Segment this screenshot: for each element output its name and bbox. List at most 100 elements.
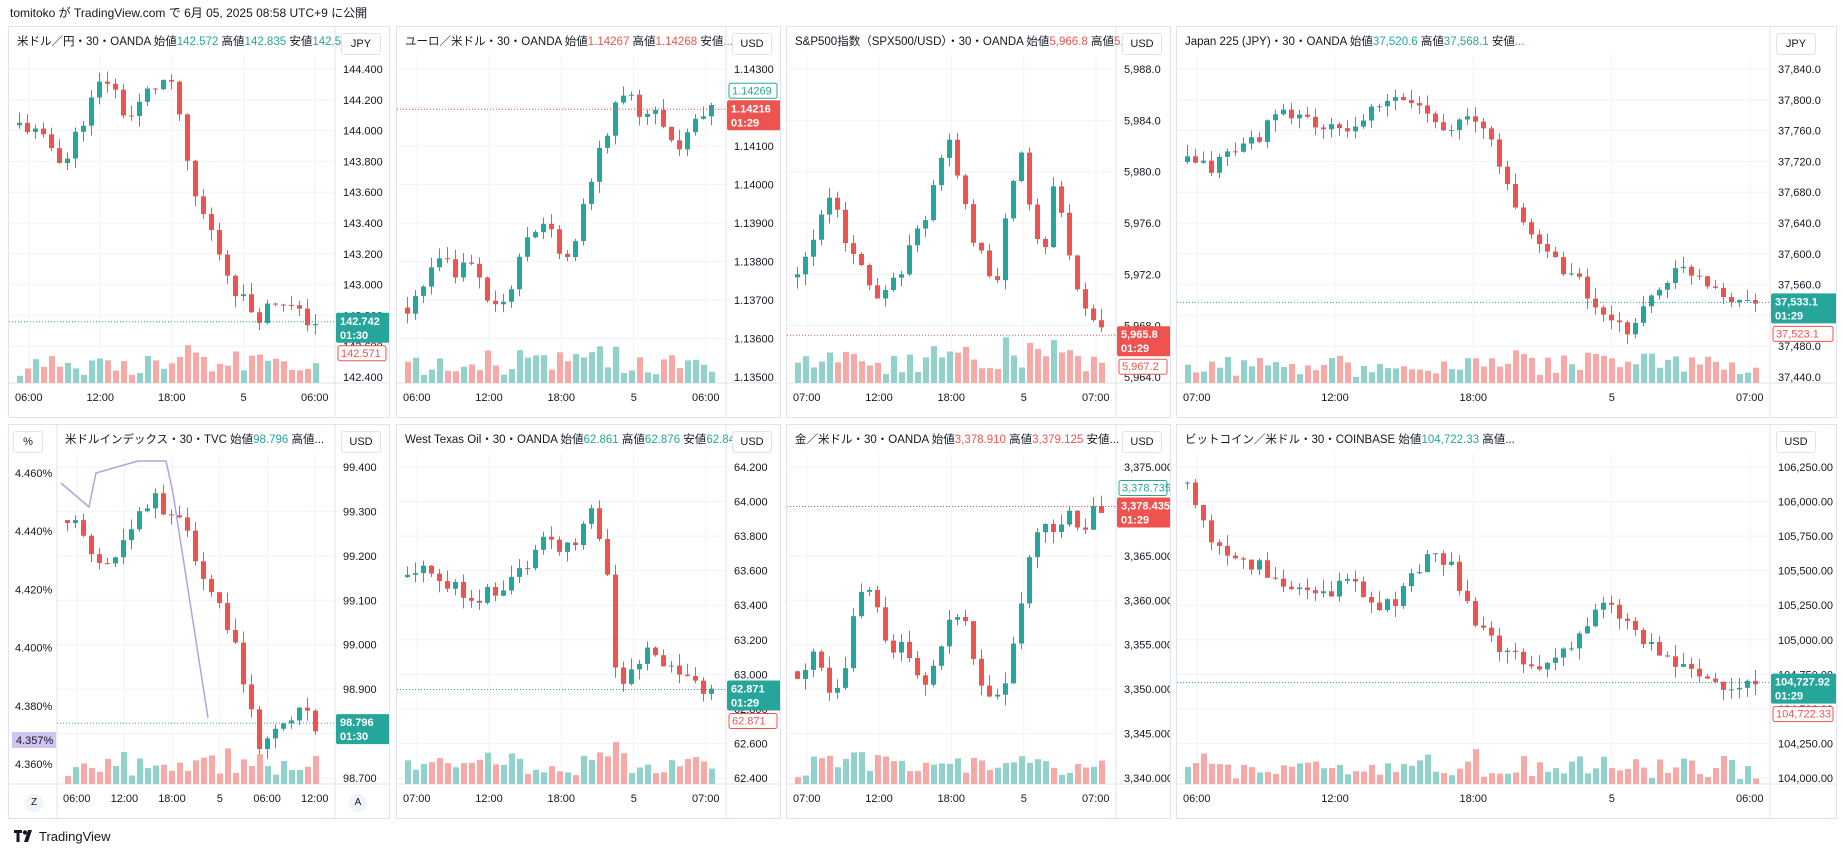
chart-canvas[interactable]: 1.143001.142001.141001.140001.139001.138… [397, 27, 781, 418]
volume-bar [573, 775, 579, 784]
chart-panel-jp225[interactable]: 37,840.0 37,800.0 37,760.0 37,720.0 37,680.0… [1176, 26, 1837, 418]
symbol-legend[interactable]: ビットコイン／米ドル・30・COINBASE 始値104,722.33 高値..… [1185, 431, 1515, 447]
candle-body [987, 250, 992, 277]
chart-canvas[interactable]: 106,250.00 106,000.00 105,750.00 105,500.00… [1177, 425, 1837, 819]
volume-bar [795, 777, 801, 784]
candle-body [1305, 114, 1310, 117]
candle-body [1441, 122, 1446, 131]
volume-bar [1337, 355, 1343, 383]
volume-bar [971, 359, 977, 383]
volume-bar [915, 771, 921, 784]
volume-bar [1449, 369, 1455, 383]
currency-button[interactable]: JPY [1776, 33, 1816, 55]
candle-body [1737, 300, 1742, 303]
price-tick-label: 63.800 [734, 531, 768, 543]
symbol-legend[interactable]: 金／米ドル・30・OANDA 始値3,378.910 高値3,379.125 安… [795, 431, 1119, 447]
chart-panel-eurusd[interactable]: 1.143001.142001.141001.140001.139001.138… [396, 26, 781, 418]
chart-canvas[interactable]: 64.200 64.000 63.800 63.600 63.400 63.200 63.0… [397, 425, 781, 819]
symbol-legend[interactable]: West Texas Oil・30・OANDA 始値62.861 高値62.87… [405, 431, 751, 447]
candle-body [1657, 642, 1662, 656]
candle-body [1385, 599, 1390, 611]
yield-badge [12, 732, 56, 748]
volume-bar [653, 773, 659, 784]
price-tick-label: 37,480.0 [1778, 341, 1821, 353]
last-price-value: 1.14216 [731, 103, 771, 115]
candle-body [209, 213, 214, 230]
candle-body [971, 204, 976, 243]
chart-panel-spx[interactable]: 5,988.05,984.05,980.05,976.05,972.05,968… [786, 26, 1171, 418]
volume-bar [129, 374, 135, 383]
chart-panel-xauusd[interactable]: 3,375.0003,370.0003,365.0003,360.0003,35… [786, 424, 1171, 819]
symbol-legend[interactable]: Japan 225 (JPY)・30・OANDA 始値37,520.6 高値37… [1185, 33, 1524, 49]
symbol-legend[interactable]: 米ドル／円・30・OANDA 始値142.572 高値142.835 安値142… [17, 33, 363, 49]
candle-body [501, 590, 506, 596]
candle-body [1569, 648, 1574, 650]
currency-button[interactable]: USD [1122, 431, 1162, 453]
symbol-legend[interactable]: ユーロ／米ドル・30・OANDA 始値1.14267 高値1.14268 安値.… [405, 33, 733, 49]
volume-bar [597, 752, 603, 784]
volume-bar [819, 758, 825, 784]
candle-body [65, 520, 70, 523]
chart-canvas[interactable]: 99.40099.30099.20099.10099.00098.90098.8… [9, 425, 390, 819]
volume-bar [589, 759, 595, 784]
volume-bar [899, 760, 905, 784]
currency-button[interactable]: USD [1122, 33, 1162, 55]
symbol-legend[interactable]: 米ドルインデックス・30・TVC 始値98.796 高値... [65, 431, 324, 447]
volume-bar [1051, 340, 1057, 383]
candle-body [931, 665, 936, 685]
candle-body [313, 324, 318, 326]
chart-panel-wti[interactable]: 64.200 64.000 63.800 63.600 63.400 63.200 63.0… [396, 424, 781, 819]
zoom-button[interactable]: Z [25, 794, 43, 812]
volume-bar [1497, 773, 1503, 784]
percent-scale-button[interactable]: % [13, 431, 43, 453]
volume-bar [193, 760, 199, 784]
candle-body [161, 79, 166, 90]
volume-bar [811, 756, 817, 784]
candle-body [1083, 289, 1088, 309]
currency-button[interactable]: USD [1776, 431, 1816, 453]
volume-bar [955, 352, 961, 383]
candle-body [1329, 124, 1334, 130]
candle-body [1011, 181, 1016, 219]
candle-body [597, 147, 602, 182]
volume-bar [1417, 760, 1423, 784]
candle-body [525, 568, 530, 570]
candle-body [437, 573, 442, 582]
candle-body [1593, 609, 1598, 627]
candle-body [819, 214, 824, 240]
time-tick-label: 12:00 [301, 793, 329, 805]
chart-panel-btcusd[interactable]: 106,250.00 106,000.00 105,750.00 105,500.00… [1176, 424, 1837, 819]
candle-body [1545, 662, 1550, 670]
chart-canvas[interactable]: 144.400 144.200 144.000 143.800 143.600 143.4… [9, 27, 390, 418]
yield-line [60, 460, 209, 719]
currency-button[interactable]: USD [341, 431, 381, 453]
volume-bar [1273, 773, 1279, 784]
volume-bar [605, 756, 611, 784]
currency-button[interactable]: USD [732, 33, 772, 55]
bar-countdown: 01:30 [340, 731, 368, 743]
chart-canvas[interactable]: 3,375.0003,370.0003,365.0003,360.0003,35… [787, 425, 1171, 819]
auto-scale-button[interactable]: A [349, 794, 367, 812]
chart-canvas[interactable]: 37,840.0 37,800.0 37,760.0 37,720.0 37,680.0… [1177, 27, 1837, 418]
chart-panel-usdjpy[interactable]: 144.400 144.200 144.000 143.800 143.600 143.4… [8, 26, 390, 418]
candle-body [1083, 527, 1088, 530]
volume-bar [557, 352, 563, 383]
chart-panel-dxy[interactable]: 99.40099.30099.20099.10099.00098.90098.8… [8, 424, 390, 819]
candle-body [605, 539, 610, 575]
candle-body [1737, 687, 1742, 690]
currency-button[interactable]: USD [732, 431, 772, 453]
candle-body [1433, 113, 1438, 123]
currency-button[interactable]: JPY [341, 33, 381, 55]
footer-brand[interactable]: TradingView [0, 824, 400, 848]
symbol-legend[interactable]: S&P500指数（SPX500/USD）・30・OANDA 始値5,966.8 … [795, 33, 1162, 49]
prev-price-value: 142.571 [341, 348, 381, 360]
time-tick-label: 5 [241, 392, 247, 404]
candle-body [621, 667, 626, 684]
volume-bar [461, 763, 467, 784]
chart-canvas[interactable]: 5,988.05,984.05,980.05,976.05,972.05,968… [787, 27, 1171, 418]
candle-body [509, 289, 514, 302]
time-tick-label: 06:00 [301, 392, 329, 404]
candle-body [89, 97, 94, 126]
candle-body [153, 493, 158, 509]
candle-body [1553, 657, 1558, 663]
